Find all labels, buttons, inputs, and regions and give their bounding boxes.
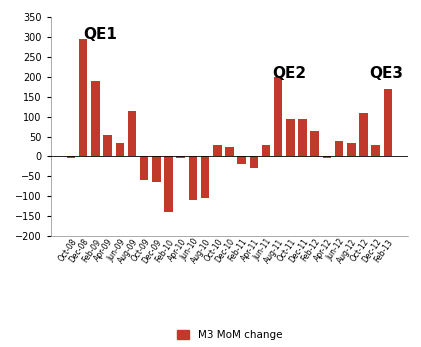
- Bar: [371, 145, 380, 156]
- Text: QE1: QE1: [83, 27, 117, 42]
- Bar: [103, 135, 112, 156]
- Bar: [225, 146, 234, 156]
- Bar: [322, 156, 331, 158]
- Bar: [164, 156, 173, 212]
- Bar: [250, 156, 258, 168]
- Bar: [91, 81, 100, 156]
- Text: QE3: QE3: [370, 66, 404, 81]
- Bar: [140, 156, 149, 180]
- Bar: [384, 89, 392, 156]
- Text: QE2: QE2: [272, 66, 306, 81]
- Bar: [189, 156, 197, 200]
- Bar: [201, 156, 209, 198]
- Bar: [347, 143, 356, 156]
- Bar: [115, 143, 124, 156]
- Bar: [262, 145, 270, 156]
- Bar: [79, 39, 88, 156]
- Bar: [176, 156, 185, 159]
- Bar: [237, 156, 246, 164]
- Bar: [310, 130, 319, 156]
- Bar: [335, 141, 344, 156]
- Legend: M3 MoM change: M3 MoM change: [173, 326, 286, 345]
- Bar: [274, 77, 282, 156]
- Bar: [286, 119, 295, 156]
- Bar: [152, 156, 160, 182]
- Bar: [128, 111, 136, 156]
- Bar: [213, 145, 221, 156]
- Bar: [67, 156, 75, 159]
- Bar: [359, 113, 368, 156]
- Bar: [298, 119, 307, 156]
